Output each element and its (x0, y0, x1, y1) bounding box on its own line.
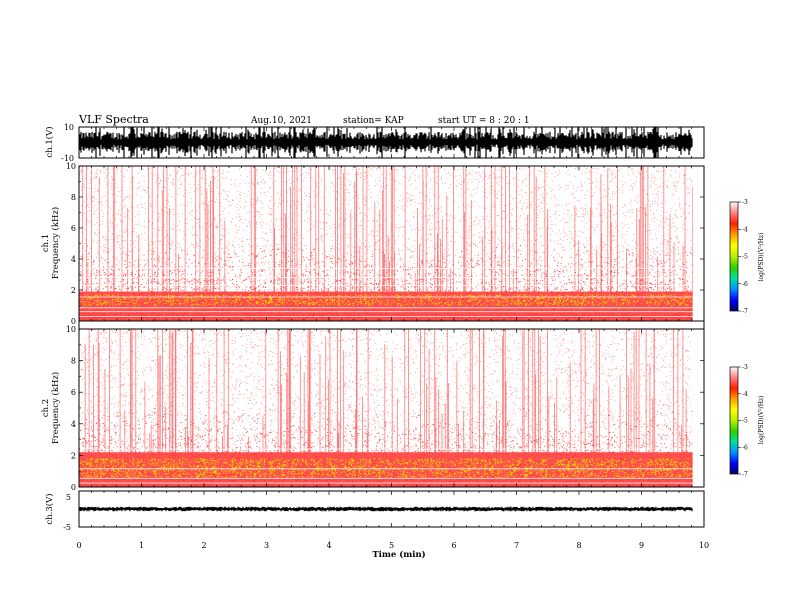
waveform-ch1-line (79, 127, 693, 158)
ch3-ylabel: ch.3(V) (44, 493, 55, 524)
time-tick-label-9: 9 (639, 541, 644, 550)
panel-3-ticks (78, 491, 705, 527)
ch1-ytick-bottom: -10 (61, 154, 74, 163)
colorbar-tick-label: -4 (742, 226, 748, 233)
colorbar-tick-label: -6 (742, 444, 748, 451)
time-tick-label-3: 3 (264, 541, 269, 550)
colorbar-ch1-label: log(PSD)(V²/Hz) (758, 233, 765, 282)
start-time-label: start UT = 8 : 20 : 1 (438, 116, 530, 126)
colorbar-tick-label: -5 (742, 254, 748, 261)
freq-tick-label-6: 6 (71, 388, 76, 397)
freq-tick-label-0: 0 (71, 317, 76, 326)
freq-tick-label-10: 10 (66, 325, 76, 334)
spec1-ylabel: Frequency (kHz) (50, 207, 61, 279)
colorbar-ch2-label: log(PSD)(V²/Hz) (758, 396, 765, 445)
time-tick-label-10: 10 (699, 541, 709, 550)
freq-tick-label-10: 10 (66, 162, 76, 171)
spectrogram-empty-tail (692, 329, 704, 487)
colorbar-tick-label: -6 (742, 281, 748, 288)
time-tick-label-8: 8 (576, 541, 581, 550)
ch3-ytick-top: 5 (66, 493, 71, 502)
time-tick-label-6: 6 (451, 541, 456, 550)
freq-tick-label-0: 0 (71, 483, 76, 492)
date-label: Aug.10, 2021 (250, 116, 312, 126)
spectrogram-ch1-image (79, 165, 704, 322)
panel-gap-strip (78, 320, 705, 330)
spectrogram-ch2-yticks: 0 2 4 6 8 10 (66, 325, 704, 492)
freq-tick-label-2: 2 (71, 286, 76, 295)
station-label: station= KAP (343, 116, 404, 126)
ch3-ytick-bottom: -5 (63, 523, 71, 532)
colorbar-tick-label: -3 (742, 364, 748, 371)
spectrogram-empty-tail (692, 166, 704, 321)
time-tick-label-5: 5 (389, 541, 394, 550)
freq-tick-label-8: 8 (71, 357, 76, 366)
spectrogram-ch1-yticks: 0 2 4 6 8 10 (66, 162, 704, 326)
time-tick-label-0: 0 (76, 541, 81, 550)
freq-tick-label-6: 6 (71, 224, 76, 233)
freq-tick-label-8: 8 (71, 193, 76, 202)
panel-waveform-ch1: 10 -10 ch.1(V) (44, 123, 705, 163)
freq-tick-label-4: 4 (71, 255, 76, 264)
spec1-ylabel-channel: ch.1 (41, 234, 51, 252)
colorbar-tick-label: -5 (742, 418, 748, 425)
freq-tick-label-4: 4 (71, 420, 76, 429)
colorbar-gradient (729, 201, 739, 312)
spec2-ylabel: Frequency (kHz) (50, 372, 61, 444)
panel-waveform-ch3: 5 -5 ch.3(V) (44, 490, 705, 532)
time-tick-label-7: 7 (514, 541, 519, 550)
ch1-ytick-top: 10 (64, 123, 74, 132)
spectrogram-sferics (84, 329, 687, 487)
colorbar-gradient (729, 366, 739, 475)
waveform-ch3-trace (79, 506, 693, 512)
spectrogram-ch2-image (79, 328, 704, 488)
colorbar-tick-label: -7 (742, 308, 748, 315)
time-tick-label-2: 2 (201, 541, 206, 550)
panel-0-ticks (78, 127, 705, 158)
time-tick-label-1: 1 (139, 541, 144, 550)
colorbar-ch1: -3 -4 -5 -6 -7 (729, 199, 748, 315)
figure-title: VLF Spectra (78, 113, 149, 126)
time-axis-label: Time (min) (372, 549, 425, 560)
colorbar-tick-label: -3 (742, 199, 748, 206)
time-tick-label-4: 4 (326, 541, 331, 550)
colorbar-tick-label: -4 (742, 391, 748, 398)
time-axis-tick-labels: 0 1 2 3 4 5 6 7 8 9 10 (76, 541, 709, 550)
freq-tick-label-2: 2 (71, 451, 76, 460)
waveform-ch1-trace (79, 127, 693, 158)
colorbar-ch2: -3 -4 -5 -6 -7 (729, 364, 748, 478)
ch1-ylabel: ch.1(V) (44, 126, 55, 157)
panel-2-ticks (78, 329, 705, 487)
colorbar-tick-label: -7 (742, 471, 748, 478)
spec2-ylabel-channel: ch.2 (41, 399, 51, 417)
waveform-ch3-line (79, 506, 693, 512)
